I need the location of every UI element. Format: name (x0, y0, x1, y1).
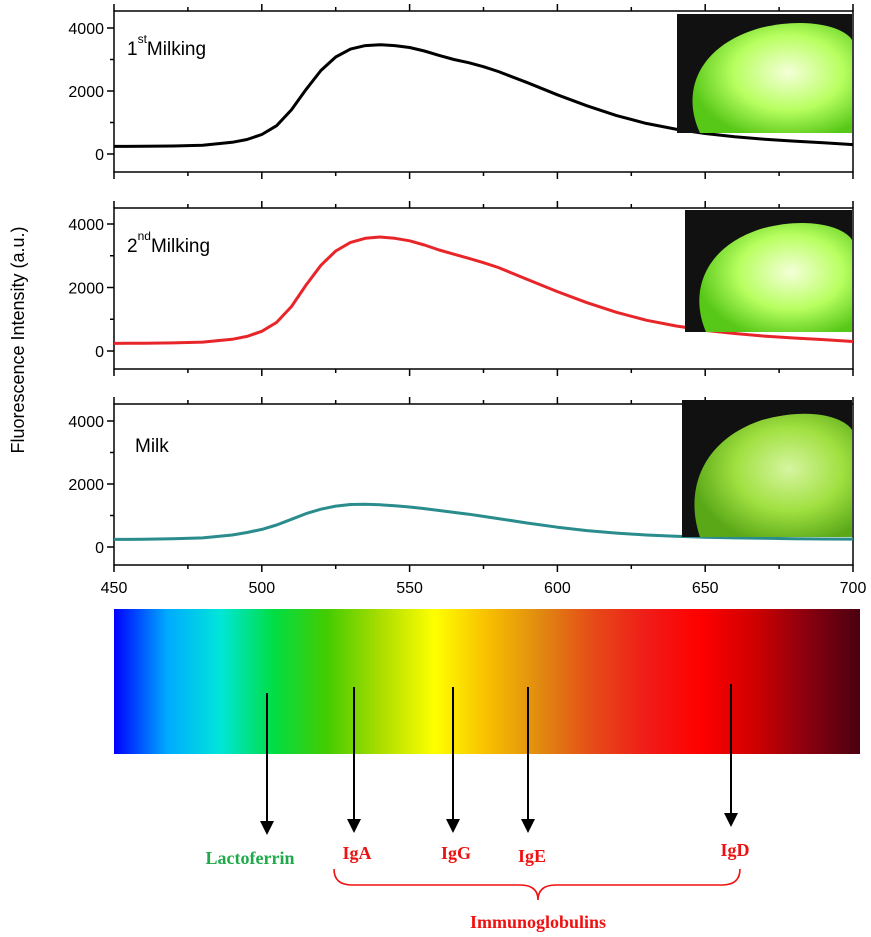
x-tick-label: 700 (840, 580, 867, 597)
y-tick-label: 0 (95, 147, 104, 164)
x-tick-labels: 450 500 550 600 650 700 (101, 580, 867, 597)
y-axis-label: Fluorescence Intensity (a.u.) (8, 226, 28, 453)
y-tick-label: 0 (95, 344, 104, 361)
label-lactoferrin: Lactoferrin (206, 848, 295, 868)
label-immunoglobulins: Immunoglobulins (470, 912, 606, 932)
y-tick-label: 4000 (68, 21, 104, 38)
inset-photo-1 (677, 14, 852, 134)
x-tick-label: 600 (544, 580, 571, 597)
y-tick-label: 4000 (68, 414, 104, 431)
label-igg: IgG (441, 843, 471, 863)
x-tick-label: 550 (396, 580, 423, 597)
panel-label-2: 2ndMilking (127, 229, 210, 257)
y-tick-label: 0 (95, 540, 104, 557)
x-tick-label: 500 (248, 580, 275, 597)
spectrum-bar (114, 609, 860, 754)
immunoglobulins-brace (333, 868, 741, 901)
y-tick-label: 4000 (68, 217, 104, 234)
inset-photo-3 (682, 400, 852, 537)
label-ige: IgE (518, 846, 546, 866)
panel-label-3: Milk (135, 436, 169, 457)
y-tick-label: 2000 (68, 84, 104, 101)
x-tick-label: 450 (101, 580, 128, 597)
y-tick-label: 2000 (68, 477, 104, 494)
label-iga: IgA (342, 843, 371, 863)
y-tick-label: 2000 (68, 281, 104, 298)
inset-photo-2 (685, 210, 852, 332)
x-tick-label: 650 (692, 580, 719, 597)
label-igd: IgD (720, 840, 749, 860)
panel-label-1: 1stMilking (127, 32, 206, 60)
